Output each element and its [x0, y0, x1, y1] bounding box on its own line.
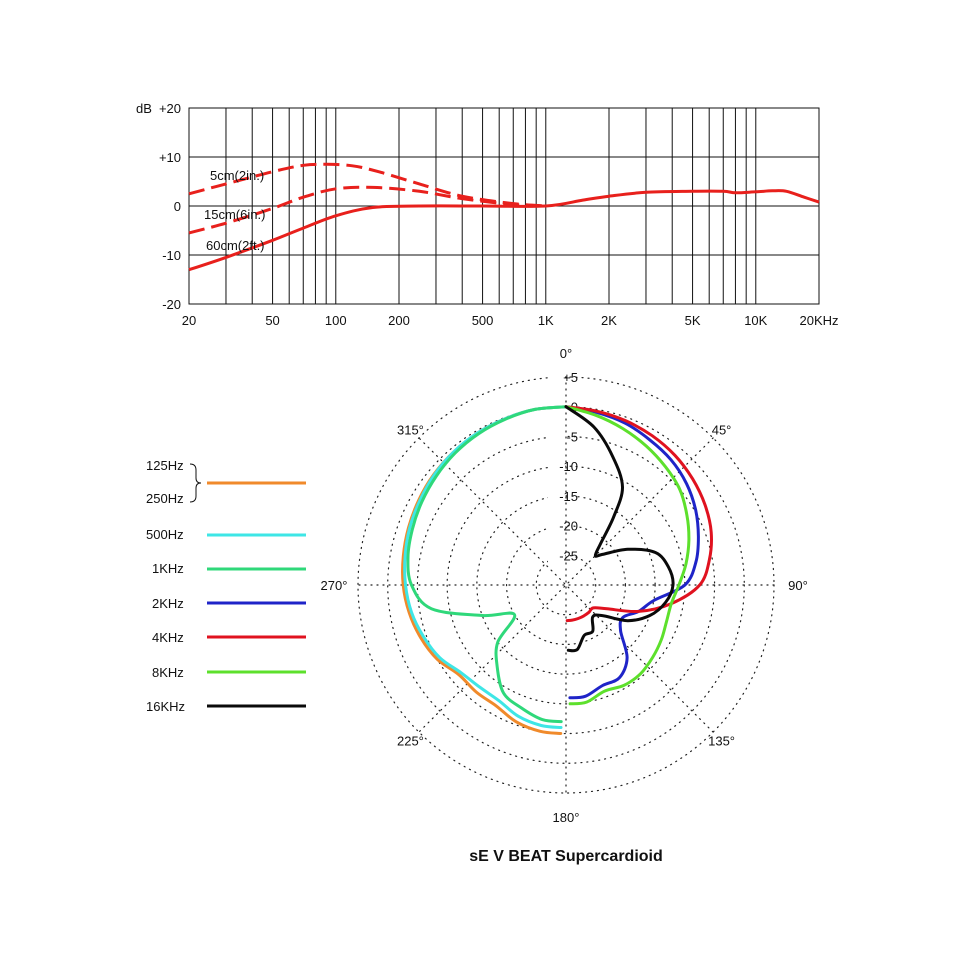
x-tick-label: 20: [182, 313, 196, 328]
polar-series-7: [564, 405, 675, 653]
y-tick-label: 0: [174, 199, 181, 214]
radial-tick-backdrop: [548, 518, 565, 533]
polar-curves: [401, 405, 713, 735]
radial-tick-labels: +50-5-10-15-20-25: [548, 370, 578, 563]
angle-label: 315°: [397, 422, 424, 437]
polar-series-5: [564, 405, 713, 623]
legend-label-125hz: 125Hz: [146, 458, 184, 473]
radial-tick-label: -5: [566, 429, 578, 444]
radial-ring: [505, 524, 627, 646]
angle-label: 45°: [712, 422, 732, 437]
frequency-response-chart: dB +20+100-10-20 20 50 100 200 500 1K 2K 5K 10K 2…: [136, 101, 839, 328]
x-tick-label: 10K: [744, 313, 767, 328]
legend-brace: [189, 463, 202, 503]
angle-label: 270°: [321, 578, 348, 593]
y-tick-labels: +20 +10 0 -10 -20: [159, 101, 181, 312]
polar-series-4: [564, 405, 700, 700]
polar-series-6: [564, 405, 691, 706]
polar-series-3: [406, 405, 568, 724]
angle-label: 180°: [553, 810, 580, 825]
y-tick-label: +10: [159, 150, 181, 165]
radial-tick-label: +5: [563, 370, 578, 385]
radial-tick-label: -15: [559, 489, 578, 504]
legend-label-4khz: 4KHz: [152, 630, 184, 645]
frequency-series-3: [188, 189, 820, 272]
radial-tick-backdrop: [548, 370, 565, 384]
legend-swatches: [207, 481, 306, 708]
radial-tick-label: -25: [559, 548, 578, 563]
legend-label-250hz: 250Hz: [146, 491, 184, 506]
radial-ring: [535, 554, 597, 616]
angle-labels: 0° 45° 90° 135° 180° 225° 270° 315°: [321, 346, 808, 825]
y-unit-label: dB: [136, 101, 152, 116]
y-tick-label: +20: [159, 101, 181, 116]
y-tick-label: -10: [162, 248, 181, 263]
x-tick-label: 2K: [601, 313, 617, 328]
polar-series-1: [401, 405, 568, 735]
angle-label: 135°: [708, 734, 735, 749]
angle-label: 90°: [788, 578, 808, 593]
legend-label-500hz: 500Hz: [146, 527, 184, 542]
x-tick-label: 20KHz: [799, 313, 838, 328]
legend-label-2khz: 2KHz: [152, 596, 184, 611]
legend-label-16khz: 16KHz: [146, 699, 185, 714]
legend: 125Hz 250Hz 500Hz 1KHz 2KHz 4KHz 8KHz 16…: [146, 458, 306, 714]
x-tick-label: 50: [265, 313, 279, 328]
radial-tick-label: -20: [559, 519, 578, 534]
x-tick-labels: 20 50 100 200 500 1K 2K 5K 10K 20KHz: [182, 313, 839, 328]
radial-tick-backdrop: [548, 488, 565, 503]
radial-ring: [476, 495, 656, 675]
radial-tick-backdrop: [548, 548, 565, 563]
chart-title: sE V BEAT Supercardioid: [469, 848, 663, 865]
x-tick-label: 1K: [538, 313, 554, 328]
curve-label-15cm: 15cm(6in.): [204, 207, 265, 222]
curve-label-5cm: 5cm(2in.): [210, 168, 264, 183]
frequency-series-2: [188, 185, 546, 235]
polar-series-2: [403, 405, 568, 729]
curve-label-60cm: 60cm(2ft.): [206, 238, 265, 253]
radial-tick-label: -10: [559, 459, 578, 474]
radial-tick-backdrop: [548, 429, 565, 444]
angle-label: 0°: [560, 346, 572, 361]
x-tick-label: 500: [472, 313, 494, 328]
frequency-curves: [188, 162, 820, 272]
angle-label: 225°: [397, 734, 424, 749]
y-tick-label: -20: [162, 297, 181, 312]
x-tick-label: 200: [388, 313, 410, 328]
x-tick-label: 5K: [685, 313, 701, 328]
polar-pattern-chart: +50-5-10-15-20-25 0°45°90°135°180°225°27…: [321, 346, 808, 825]
x-tick-label: 100: [325, 313, 347, 328]
legend-label-1khz: 1KHz: [152, 561, 184, 576]
radial-tick-backdrop: [548, 459, 565, 474]
frequency-series-1: [188, 162, 546, 208]
legend-label-8khz: 8KHz: [152, 665, 184, 680]
